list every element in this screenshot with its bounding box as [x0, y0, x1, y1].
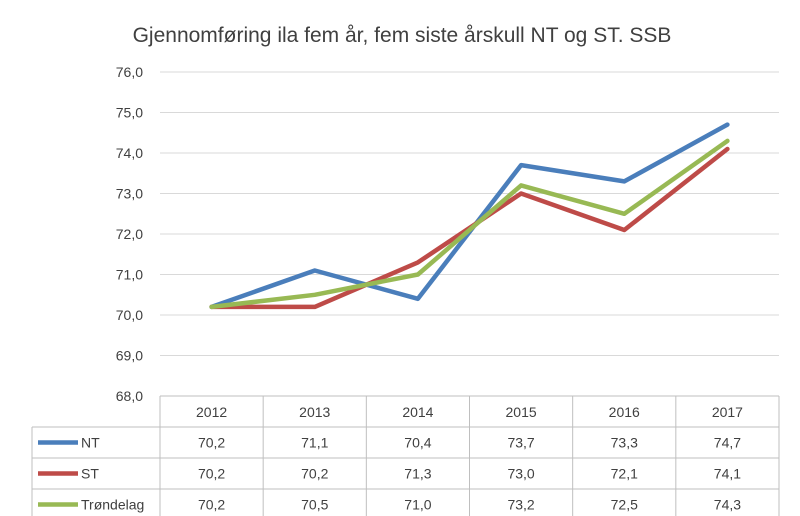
- table-value: 74,1: [714, 466, 741, 482]
- table-value: 70,4: [404, 435, 431, 451]
- table-value: 73,7: [507, 435, 534, 451]
- table-value: 71,0: [404, 497, 431, 513]
- gridlines: [160, 71, 779, 356]
- table-value: 72,5: [611, 497, 638, 513]
- y-tick-label: 71,0: [116, 267, 143, 283]
- x-category-label: 2014: [402, 404, 433, 420]
- x-category-label: 2016: [609, 404, 640, 420]
- legend-label: Trøndelag: [81, 497, 144, 513]
- x-category-label: 2015: [506, 404, 537, 420]
- table-value: 74,3: [714, 497, 741, 513]
- y-tick-label: 68,0: [116, 388, 143, 404]
- x-category-label: 2012: [196, 404, 227, 420]
- chart-title: Gjennomføring ila fem år, fem siste årsk…: [133, 24, 672, 47]
- y-tick-label: 73,0: [116, 186, 143, 202]
- table-value: 70,2: [198, 497, 225, 513]
- series-line-nt: [209, 122, 730, 310]
- table-value: 73,0: [507, 466, 534, 482]
- y-tick-label: 69,0: [116, 348, 143, 364]
- table-value: 70,2: [198, 435, 225, 451]
- y-tick-label: 72,0: [116, 226, 143, 242]
- x-category-label: 2013: [299, 404, 330, 420]
- table-value: 73,3: [611, 435, 638, 451]
- y-axis-tick-labels: 68,0 69,0 70,0 71,0 72,0 73,0 74,0 75,0 76,0: [116, 64, 143, 404]
- table-value: 70,2: [301, 466, 328, 482]
- y-tick-label: 70,0: [116, 307, 143, 323]
- legend-label: NT: [81, 435, 100, 451]
- table-value: 71,3: [404, 466, 431, 482]
- series-line-tr-ndelag: [209, 138, 730, 310]
- table-value: 70,2: [198, 466, 225, 482]
- y-tick-label: 75,0: [116, 105, 143, 121]
- y-tick-label: 76,0: [116, 64, 143, 80]
- table-value: 70,5: [301, 497, 328, 513]
- table-value: 74,7: [714, 435, 741, 451]
- series-lines: [209, 122, 730, 310]
- table-value: 73,2: [507, 497, 534, 513]
- table-value: 71,1: [301, 435, 328, 451]
- x-category-label: 2017: [712, 404, 743, 420]
- data-table: 2012 2013 2014 2015 2016 2017 NT 70,2 71,1 70,4 73…: [31, 395, 780, 516]
- legend-label: ST: [81, 466, 99, 482]
- table-value: 72,1: [611, 466, 638, 482]
- y-tick-label: 74,0: [116, 145, 143, 161]
